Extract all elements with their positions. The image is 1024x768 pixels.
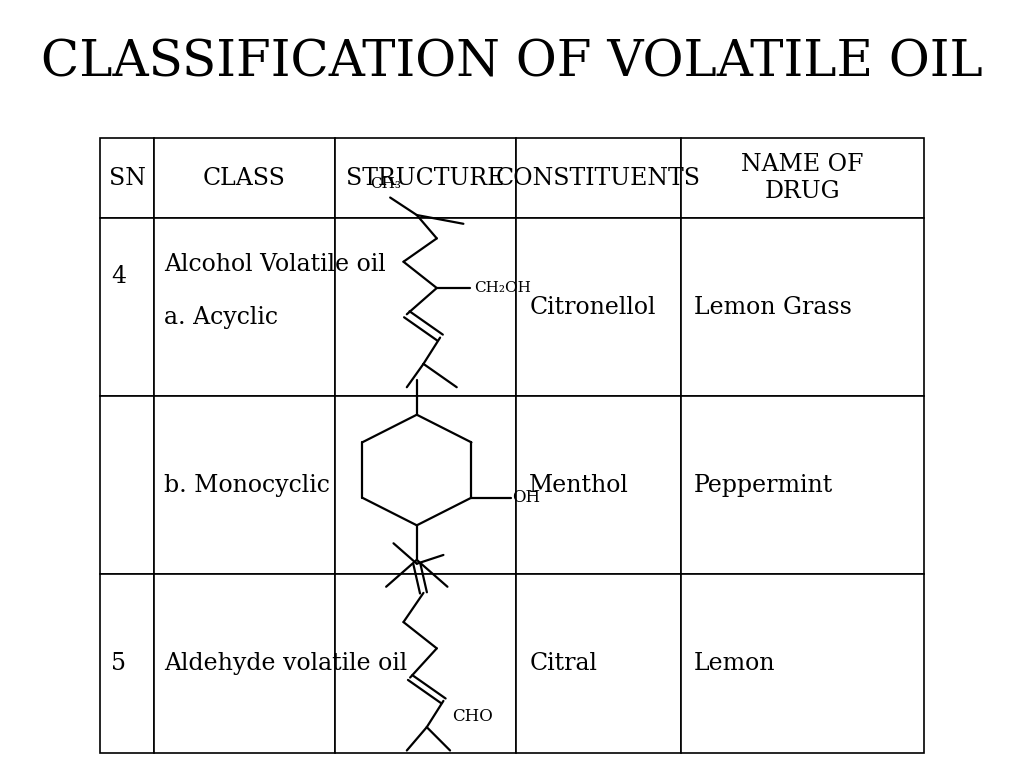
Bar — [100, 218, 154, 396]
Bar — [516, 574, 681, 753]
Bar — [681, 138, 924, 218]
Bar — [154, 218, 335, 396]
Bar — [154, 574, 335, 753]
Bar — [100, 138, 154, 218]
Bar — [100, 396, 154, 574]
Bar — [681, 574, 924, 753]
Bar — [681, 218, 924, 396]
Text: CH₂OH: CH₂OH — [474, 281, 531, 295]
Text: STRUCTURE: STRUCTURE — [346, 167, 505, 190]
Text: Lemon: Lemon — [694, 652, 775, 675]
Bar — [154, 396, 335, 574]
Text: Citral: Citral — [529, 652, 597, 675]
Bar — [516, 396, 681, 574]
Text: CH₃: CH₃ — [371, 177, 401, 191]
Text: Lemon Grass: Lemon Grass — [694, 296, 852, 319]
Bar — [335, 138, 516, 218]
Text: CONSTITUENTS: CONSTITUENTS — [496, 167, 701, 190]
Bar — [516, 138, 681, 218]
Text: Menthol: Menthol — [529, 474, 629, 497]
Text: Citronellol: Citronellol — [529, 296, 655, 319]
Bar — [681, 396, 924, 574]
Text: SN: SN — [109, 167, 145, 190]
Bar — [154, 138, 335, 218]
Text: Aldehyde volatile oil: Aldehyde volatile oil — [165, 652, 408, 675]
Text: CLASSIFICATION OF VOLATILE OIL: CLASSIFICATION OF VOLATILE OIL — [41, 38, 983, 88]
Text: 5: 5 — [111, 652, 126, 675]
Text: Alcohol Volatile oil: Alcohol Volatile oil — [165, 253, 386, 276]
Text: b. Monocyclic: b. Monocyclic — [165, 474, 331, 497]
Text: a. Acyclic: a. Acyclic — [165, 306, 279, 329]
Text: CLASS: CLASS — [203, 167, 286, 190]
Text: CHO: CHO — [453, 708, 493, 725]
Text: Peppermint: Peppermint — [694, 474, 834, 497]
Bar — [335, 396, 516, 574]
Bar — [335, 218, 516, 396]
Text: OH: OH — [513, 489, 541, 506]
Text: NAME OF
DRUG: NAME OF DRUG — [741, 154, 863, 203]
Bar — [335, 574, 516, 753]
Bar — [100, 574, 154, 753]
Text: 4: 4 — [111, 265, 126, 288]
Bar — [516, 218, 681, 396]
